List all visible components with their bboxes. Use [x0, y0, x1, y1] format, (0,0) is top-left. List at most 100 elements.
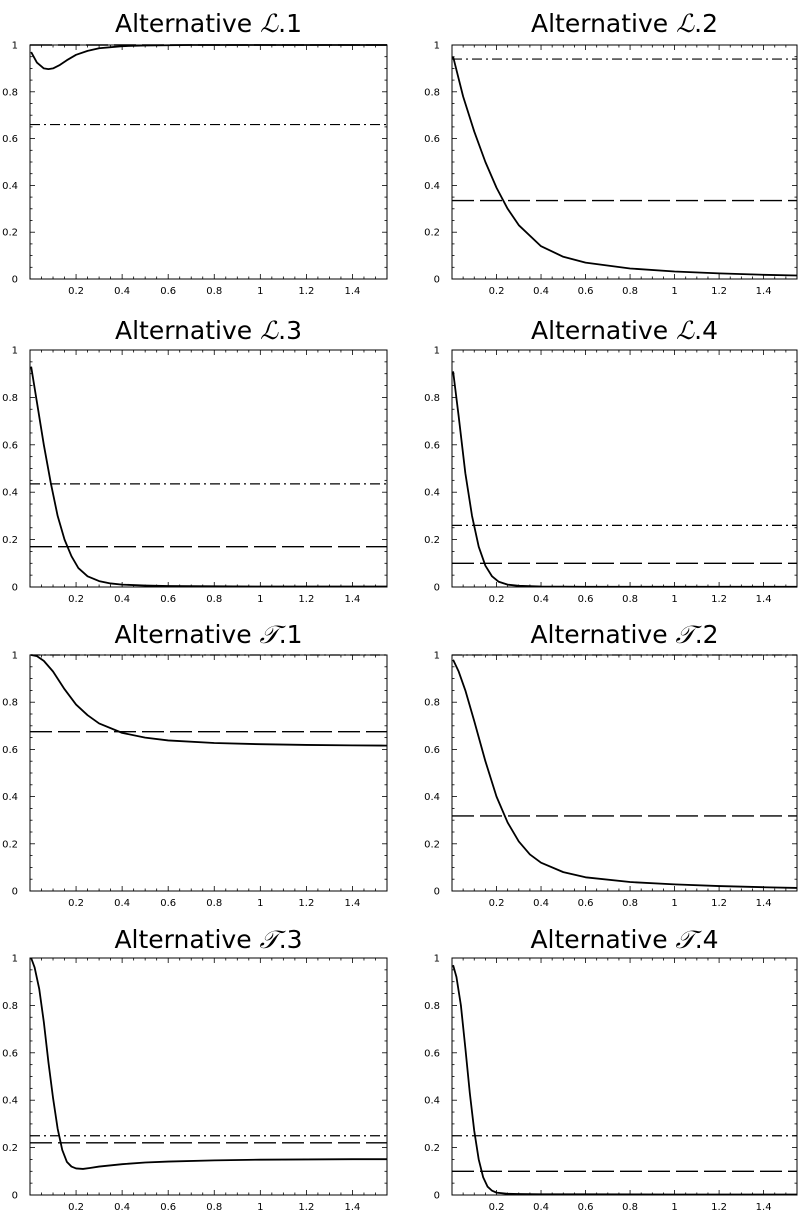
chart-panel: Alternative ℒ.20.2 0.4 0.6 0.8 1 1.2 1.400.20.… [424, 9, 798, 297]
x-tick-label: 0.6 [578, 286, 594, 297]
chart-title-symbol: ℒ [260, 316, 279, 345]
x-tick-label: 0.4 [533, 286, 549, 297]
x-tick-label: 0.6 [160, 898, 176, 909]
y-tick-label: 0.8 [424, 698, 440, 709]
chart-title-suffix: .4 [695, 925, 719, 954]
x-tick-label: 0.4 [114, 286, 130, 297]
y-tick-label: 0.4 [2, 181, 18, 192]
chart-panel: Alternative 𝒯.40.2 0.4 0.6 0.8 1 1.2 1.400.20.… [424, 925, 798, 1213]
chart-title: Alternative ℒ.4 [531, 316, 718, 345]
x-tick-label: 0.6 [160, 1202, 176, 1213]
x-tick-label: 0.4 [114, 898, 130, 909]
y-tick-label: 0.6 [424, 134, 440, 145]
x-tick-label: 0.4 [114, 594, 130, 605]
chart-title-prefix: Alternative [114, 925, 259, 954]
y-tick-label: 0.8 [424, 1001, 440, 1012]
chart-title: Alternative ℒ.3 [115, 316, 302, 345]
plot-frame [451, 957, 798, 1196]
y-tick-label: 0 [12, 887, 18, 898]
y-tick-label: 0.2 [2, 228, 18, 239]
power-curve [452, 371, 797, 588]
y-tick-label: 0.6 [2, 440, 18, 451]
chart-title: Alternative 𝒯.2 [530, 620, 718, 649]
x-tick-label: 0.2 [68, 594, 84, 605]
y-tick-label: 0.6 [424, 1048, 440, 1059]
y-tick-label: 0.8 [2, 698, 18, 709]
power-curve [30, 957, 387, 1170]
chart-title-suffix: .2 [694, 9, 718, 38]
x-tick-label: 0.8 [206, 898, 222, 909]
y-tick-label: 0.4 [424, 792, 440, 803]
x-tick-label: 0.8 [622, 1202, 638, 1213]
y-tick-label: 0.8 [2, 393, 18, 404]
power-curve [30, 366, 387, 588]
y-tick-label: 0.2 [2, 535, 18, 546]
x-tick-label: 1 [257, 286, 263, 297]
chart-title-suffix: .1 [279, 620, 303, 649]
x-tick-label: 1 [257, 594, 263, 605]
chart-title-suffix: .3 [279, 925, 303, 954]
chart-panel: Alternative ℒ.3 0.2 0.4 0.6 0.8 1 1.2 1.4 0 0.2 0.… [2, 316, 388, 605]
x-tick-label: 1 [671, 898, 677, 909]
chart-panel: Alternative 𝒯.3 0.2 0.4 0.6 0.8 1 1.2 1.4 0 0.2 0.… [2, 925, 388, 1213]
x-tick-label: 0.8 [622, 594, 638, 605]
x-tick-label: 1.4 [756, 1202, 772, 1213]
y-tick-label: 0 [434, 1191, 440, 1202]
chart-title-prefix: Alternative [530, 620, 675, 649]
chart-title-symbol: ℒ [260, 9, 279, 38]
x-tick-label: 1.4 [344, 286, 360, 297]
chart-title-suffix: .3 [278, 316, 302, 345]
chart-title-suffix: .1 [278, 9, 302, 38]
y-tick-label: 1 [434, 346, 440, 357]
y-tick-label: 0.6 [424, 745, 440, 756]
x-tick-label: 1 [671, 594, 677, 605]
x-tick-label: 0.6 [160, 286, 176, 297]
y-tick-label: 0.8 [424, 87, 440, 98]
chart-title: Alternative ℒ.1 [115, 9, 302, 38]
x-tick-label: 1.2 [298, 1202, 314, 1213]
power-curve [30, 654, 388, 747]
x-tick-label: 0.4 [533, 594, 549, 605]
y-tick-label: 0.6 [2, 745, 18, 756]
chart-panel: Alternative 𝒯.20.2 0.4 0.6 0.8 1 1.2 1.400.20.… [424, 620, 798, 909]
y-tick-label: 0.2 [2, 839, 18, 850]
x-tick-label: 0.8 [206, 1202, 222, 1213]
y-tick-label: 0 [434, 275, 440, 286]
power-curve [452, 56, 798, 277]
y-tick-label: 0.2 [424, 228, 440, 239]
x-tick-label: 0.2 [68, 286, 84, 297]
y-tick-label: 0.6 [2, 1048, 18, 1059]
x-tick-label: 0.6 [578, 898, 594, 909]
chart-title: Alternative 𝒯.4 [530, 925, 718, 954]
x-tick-label: 0.2 [489, 1202, 505, 1213]
y-tick-label: 1 [12, 346, 18, 357]
y-tick-label: 0.2 [2, 1143, 18, 1154]
x-tick-label: 0.6 [578, 594, 594, 605]
x-tick-label: 1 [671, 286, 677, 297]
chart-title-prefix: Alternative [530, 925, 675, 954]
x-tick-label: 1.2 [711, 898, 727, 909]
x-tick-label: 1.4 [344, 1202, 360, 1213]
x-tick-label: 0.2 [68, 1202, 84, 1213]
y-tick-label: 1 [12, 954, 18, 965]
y-tick-label: 1 [434, 651, 440, 662]
chart-title-symbol: ℒ [676, 316, 695, 345]
x-tick-label: 0.4 [533, 898, 549, 909]
x-tick-label: 1.2 [711, 594, 727, 605]
y-tick-label: 0.2 [424, 535, 440, 546]
x-tick-label: 1.2 [711, 286, 727, 297]
x-tick-label: 1.4 [756, 286, 772, 297]
chart-panel: Alternative ℒ.1 0.2 0.4 0.6 0.8 1 1.2 1.4 0 0.2 0.… [2, 9, 388, 297]
y-tick-label: 0 [12, 1191, 18, 1202]
x-tick-label: 1 [257, 1202, 263, 1213]
plot-frame [29, 654, 388, 892]
x-tick-label: 1.2 [711, 1202, 727, 1213]
y-tick-label: 0.2 [424, 1143, 440, 1154]
x-tick-label: 1.4 [756, 594, 772, 605]
x-tick-label: 0.6 [160, 594, 176, 605]
y-tick-label: 0.4 [424, 181, 440, 192]
chart-panel: Alternative ℒ.40.2 0.4 0.6 0.8 1 1.2 1.400.20.… [424, 316, 798, 605]
chart-title-prefix: Alternative [531, 316, 676, 345]
plot-frame [451, 44, 798, 280]
